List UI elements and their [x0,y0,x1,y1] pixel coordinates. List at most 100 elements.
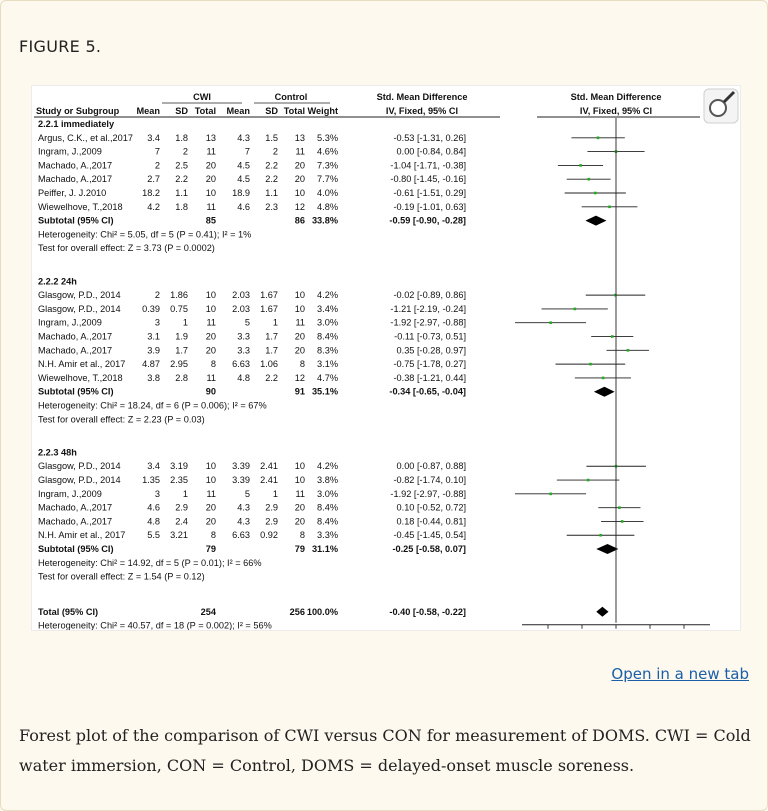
control-total: 8 [300,359,305,369]
ci-text: -0.82 [-1.74, 0.10] [393,475,466,485]
control-total: 12 [295,373,305,383]
control-sd: 2.2 [265,174,278,184]
control-sd: 2.2 [265,373,278,383]
study-name: Peiffer, J. J.2010 [38,188,106,198]
point-estimate [599,533,602,537]
cwi-mean: 2 [155,290,160,300]
cwi-total: 11 [206,373,216,383]
point-estimate [614,293,617,297]
control-mean: 4.5 [237,160,250,170]
cwi-mean: 4.8 [147,516,160,526]
weight: 7.3% [317,160,338,170]
cwi-total: 10 [206,461,216,471]
point-estimate [587,177,591,181]
figure-caption: Forest plot of the comparison of CWI ver… [19,726,751,775]
total-heterogeneity-text: Heterogeneity: Chi² = 40.57, df = 18 (P … [38,621,272,630]
control-mean: 4.5 [237,174,250,184]
ci-text: -0.80 [-1.45, -0.16] [390,174,466,184]
cwi-mean: 3.1 [147,332,160,342]
ci-text: 0.10 [-0.52, 0.72] [397,503,466,513]
column-header-weight: Weight [308,106,338,116]
subgroup-title: 2.2.1 immediately [38,119,115,129]
point-estimate [618,506,621,509]
control-total: 13 [295,133,305,143]
control-mean: 4.3 [237,133,250,143]
control-sd: 2.41 [260,461,278,471]
study-name: Ingram, J.,2009 [38,318,102,328]
cwi-sd: 2.2 [175,174,188,184]
control-mean: 3.3 [237,332,250,342]
cwi-sd: 2.9 [175,503,188,513]
control-total: 12 [295,202,305,212]
study-name: Argus, C.K., et al.,2017 [38,133,133,143]
control-sd: 1.7 [265,332,278,342]
cwi-total: 254 [201,607,217,617]
weight: 5.3% [317,133,338,143]
forest-plot: CWI Control Std. Mean Difference Std. Mean … [31,85,741,631]
control-total: 11 [295,318,305,328]
control-total: 10 [295,290,305,300]
cwi-total: 10 [206,475,216,485]
control-mean: 5 [245,489,250,499]
study-name: Wiewelhove, T.,2018 [38,202,123,212]
control-mean: 2.03 [232,304,250,314]
ci-text: -0.61 [-1.51, 0.29] [393,188,466,198]
control-mean: 4.3 [237,516,250,526]
control-total: 11 [295,489,305,499]
column-header-sd: SD [175,106,188,116]
control-sd: 1.7 [265,345,278,355]
study-name: Ingram, J.,2009 [38,147,102,157]
point-estimate [596,136,600,140]
ci-text: -0.59 [-0.90, -0.28] [389,216,466,226]
cwi-mean: 0.39 [142,304,160,314]
cwi-sd: 2.8 [175,373,188,383]
control-sd: 2.3 [265,202,278,212]
column-header-ci: IV, Fixed, 95% CI [386,106,458,116]
control-mean: 2.03 [232,290,250,300]
cwi-sd: 2 [183,147,188,157]
control-mean: 4.8 [237,373,250,383]
subtotal-diamond [593,386,615,397]
study-name: Glasgow, P.D., 2014 [38,461,121,471]
weight: 35.1% [312,387,338,397]
study-name: Machado, A.,2017 [38,516,112,526]
weight: 4.6% [317,147,338,157]
cwi-mean: 18.2 [142,188,160,198]
cwi-mean: 2 [155,160,160,170]
weight: 3.0% [317,489,338,499]
cwi-mean: 4.87 [142,359,160,369]
zoom-magnifier-icon[interactable] [703,88,739,124]
cwi-sd: 3.21 [170,530,188,540]
heterogeneity-text: Heterogeneity: Chi² = 5.05, df = 5 (P = … [38,229,251,239]
ci-text: -1.04 [-1.71, -0.38] [390,160,466,170]
cwi-total: 20 [206,174,216,184]
control-sd: 2 [273,147,278,157]
weight: 31.1% [312,544,338,554]
header-smd-text: Std. Mean Difference [377,92,468,102]
weight: 3.1% [317,359,338,369]
cwi-mean: 4.6 [147,503,160,513]
study-name: Machado, A.,2017 [38,160,112,170]
column-header-ci-plot: IV, Fixed, 95% CI [580,106,652,116]
cwi-sd: 1 [183,318,188,328]
control-sd: 1 [273,318,278,328]
open-in-new-tab-link[interactable]: Open in a new tab [611,665,749,683]
weight: 4.8% [317,202,338,212]
point-estimate [610,335,614,338]
point-estimate [601,376,605,380]
ci-text: -0.40 [-0.58, -0.22] [389,607,466,617]
ci-text: 0.18 [-0.44, 0.81] [397,516,466,526]
ci-text: -0.45 [-1.45, 0.54] [393,530,466,540]
control-sd: 1.67 [260,304,278,314]
control-sd: 1.1 [265,188,278,198]
total-label: Total (95% CI) [38,607,98,617]
cwi-total: 10 [206,290,216,300]
control-total: 91 [295,387,305,397]
cwi-total: 20 [206,516,216,526]
ci-text: -1.92 [-2.97, -0.88] [390,318,466,328]
point-estimate [626,349,630,352]
cwi-sd: 1.1 [175,188,188,198]
control-mean: 4.6 [237,202,250,212]
control-total: 10 [295,304,305,314]
subgroup-title: 2.2.3 48h [38,447,77,457]
